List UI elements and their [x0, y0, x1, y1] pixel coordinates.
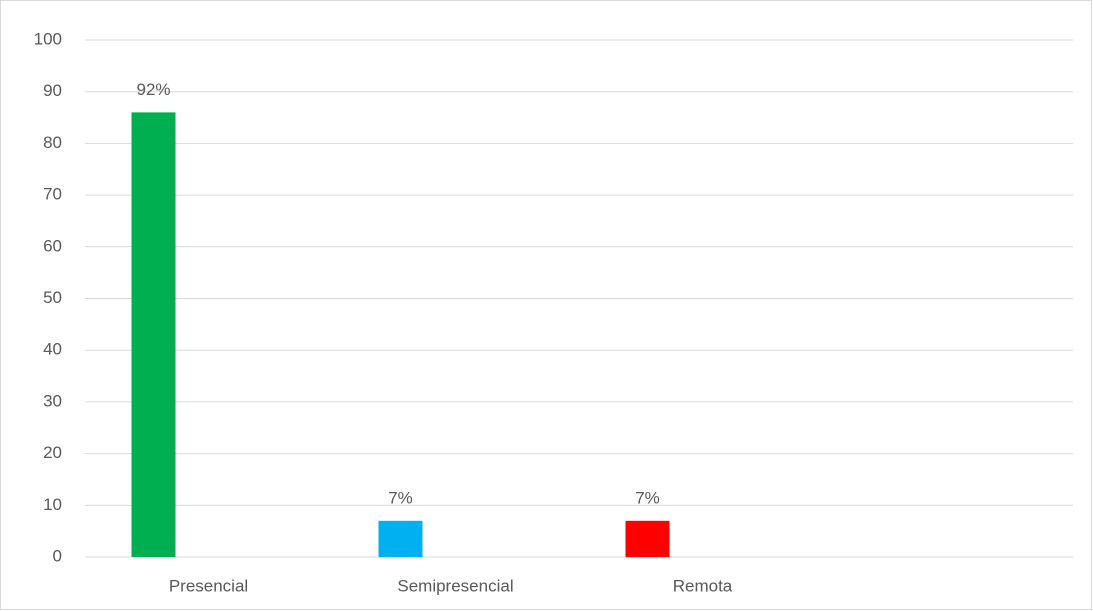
y-tick-label: 40	[43, 340, 62, 359]
y-tick-label: 80	[43, 133, 62, 152]
y-tick-label: 100	[34, 29, 62, 48]
y-tick-label: 70	[43, 185, 62, 204]
bar	[625, 520, 670, 557]
bar	[131, 112, 176, 557]
y-tick-label: 10	[43, 495, 62, 514]
data-label: 92%	[136, 80, 170, 99]
x-tick-label: Presencial	[169, 576, 248, 595]
x-tick-label: Remota	[673, 576, 733, 595]
y-tick-label: 60	[43, 236, 62, 255]
bar	[378, 520, 423, 557]
data-label: 7%	[635, 488, 660, 507]
x-tick-label: Semipresencial	[397, 576, 513, 595]
y-tick-label: 50	[43, 288, 62, 307]
y-tick-label: 20	[43, 443, 62, 462]
y-tick-label: 0	[53, 546, 62, 565]
y-tick-label: 90	[43, 81, 62, 100]
y-tick-label: 30	[43, 391, 62, 410]
data-label: 7%	[388, 488, 413, 507]
